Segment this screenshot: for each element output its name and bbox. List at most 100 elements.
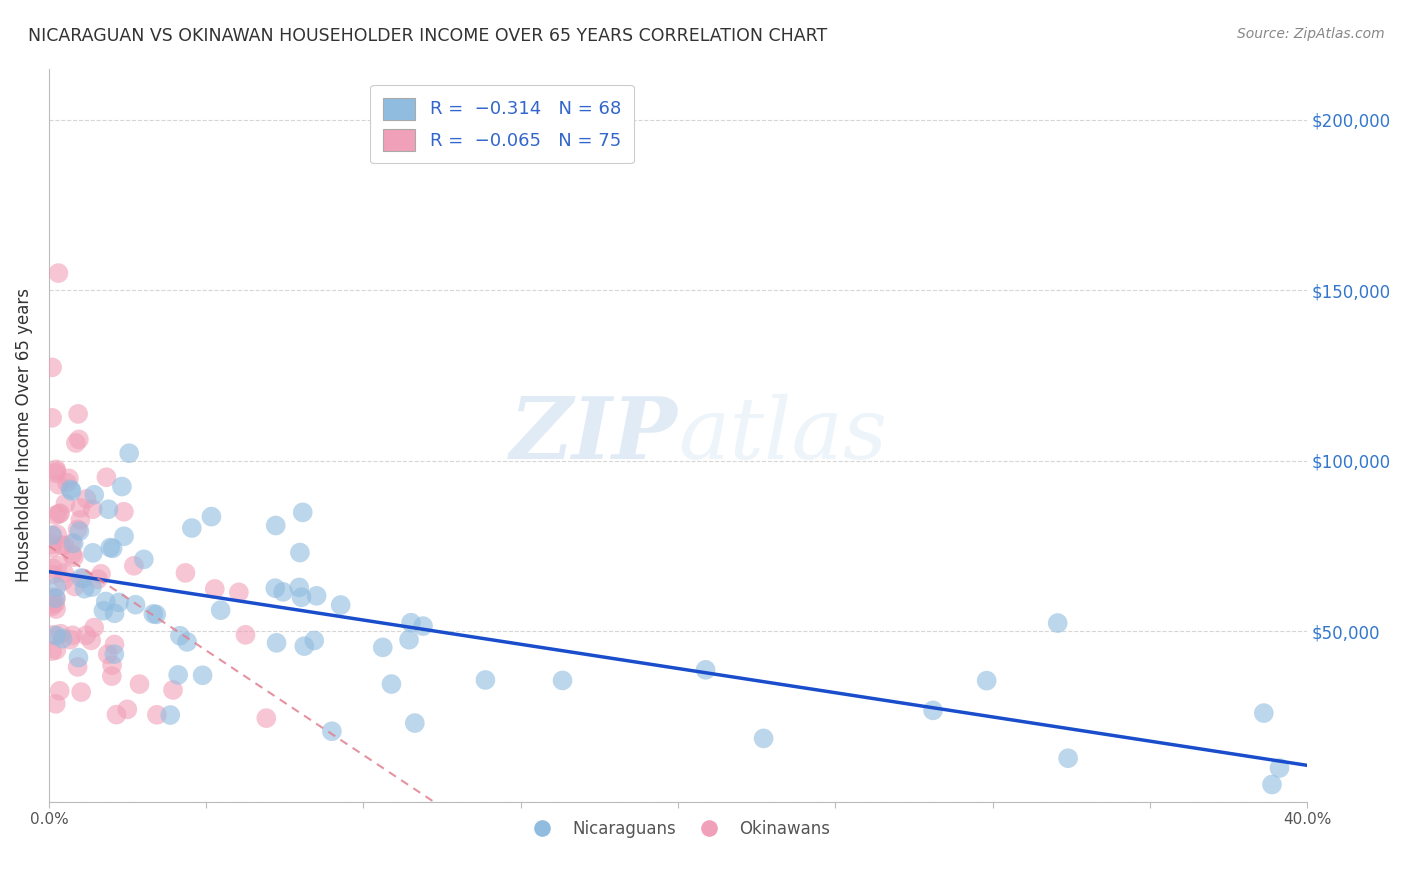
Okinawans (41, 597, 63, 611)
Okinawans (48, 683, 70, 698)
Okinawans (76, 491, 98, 506)
Nicaraguans (111, 479, 134, 493)
Okinawans (58, 471, 80, 485)
Okinawans (45, 602, 67, 616)
Okinawans (55, 496, 77, 510)
Nicaraguans (101, 541, 124, 556)
Nicaraguans (51, 632, 73, 646)
Nicaraguans (180, 521, 202, 535)
Okinawans (128, 677, 150, 691)
Nicaraguans (132, 552, 155, 566)
Okinawans (70, 685, 93, 699)
Okinawans (69, 500, 91, 515)
Okinawans (53, 538, 76, 552)
Okinawans (41, 360, 63, 375)
Nicaraguans (288, 581, 311, 595)
Okinawans (49, 626, 72, 640)
Nicaraguans (752, 731, 775, 746)
Okinawans (45, 591, 67, 606)
Okinawans (235, 628, 257, 642)
Okinawans (83, 621, 105, 635)
Nicaraguans (112, 529, 135, 543)
Nicaraguans (264, 581, 287, 595)
Okinawans (41, 644, 63, 658)
Okinawans (41, 567, 63, 582)
Nicaraguans (169, 629, 191, 643)
Nicaraguans (288, 545, 311, 559)
Nicaraguans (292, 639, 315, 653)
Okinawans (228, 585, 250, 599)
Okinawans (96, 470, 118, 484)
Okinawans (75, 628, 97, 642)
Nicaraguans (118, 446, 141, 460)
Okinawans (82, 502, 104, 516)
Okinawans (97, 647, 120, 661)
Okinawans (48, 507, 70, 521)
Okinawans (112, 505, 135, 519)
Okinawans (49, 538, 72, 552)
Nicaraguans (83, 488, 105, 502)
Nicaraguans (59, 483, 82, 497)
Nicaraguans (976, 673, 998, 688)
Nicaraguans (271, 585, 294, 599)
Okinawans (254, 711, 277, 725)
Okinawans (66, 522, 89, 536)
Nicaraguans (1268, 761, 1291, 775)
Okinawans (49, 507, 72, 521)
Nicaraguans (176, 635, 198, 649)
Nicaraguans (209, 603, 232, 617)
Nicaraguans (142, 607, 165, 621)
Okinawans (103, 638, 125, 652)
Okinawans (41, 537, 63, 551)
Nicaraguans (380, 677, 402, 691)
Nicaraguans (108, 595, 131, 609)
Okinawans (101, 669, 124, 683)
Nicaraguans (200, 509, 222, 524)
Okinawans (45, 464, 67, 478)
Okinawans (53, 566, 76, 580)
Okinawans (60, 548, 83, 562)
Okinawans (60, 536, 83, 550)
Nicaraguans (399, 615, 422, 630)
Nicaraguans (97, 502, 120, 516)
Nicaraguans (474, 673, 496, 687)
Nicaraguans (103, 647, 125, 661)
Nicaraguans (1057, 751, 1080, 765)
Okinawans (48, 477, 70, 491)
Okinawans (48, 266, 70, 280)
Legend: Nicaraguans, Okinawans: Nicaraguans, Okinawans (519, 814, 837, 845)
Nicaraguans (266, 636, 288, 650)
Nicaraguans (922, 703, 945, 717)
Nicaraguans (80, 580, 103, 594)
Okinawans (63, 579, 86, 593)
Okinawans (63, 550, 86, 565)
Nicaraguans (93, 604, 115, 618)
Okinawans (45, 467, 67, 481)
Nicaraguans (305, 589, 328, 603)
Okinawans (45, 462, 67, 476)
Nicaraguans (103, 607, 125, 621)
Nicaraguans (302, 633, 325, 648)
Okinawans (56, 475, 79, 490)
Okinawans (41, 599, 63, 614)
Okinawans (44, 596, 66, 610)
Okinawans (62, 628, 84, 642)
Okinawans (67, 407, 90, 421)
Nicaraguans (60, 484, 83, 499)
Nicaraguans (291, 505, 314, 519)
Nicaraguans (264, 518, 287, 533)
Nicaraguans (159, 708, 181, 723)
Okinawans (45, 697, 67, 711)
Okinawans (90, 566, 112, 581)
Text: Source: ZipAtlas.com: Source: ZipAtlas.com (1237, 27, 1385, 41)
Nicaraguans (398, 632, 420, 647)
Nicaraguans (94, 594, 117, 608)
Nicaraguans (82, 546, 104, 560)
Okinawans (66, 660, 89, 674)
Nicaraguans (45, 629, 67, 643)
Okinawans (87, 572, 110, 586)
Okinawans (101, 658, 124, 673)
Okinawans (41, 528, 63, 542)
Nicaraguans (695, 663, 717, 677)
Okinawans (46, 558, 69, 573)
